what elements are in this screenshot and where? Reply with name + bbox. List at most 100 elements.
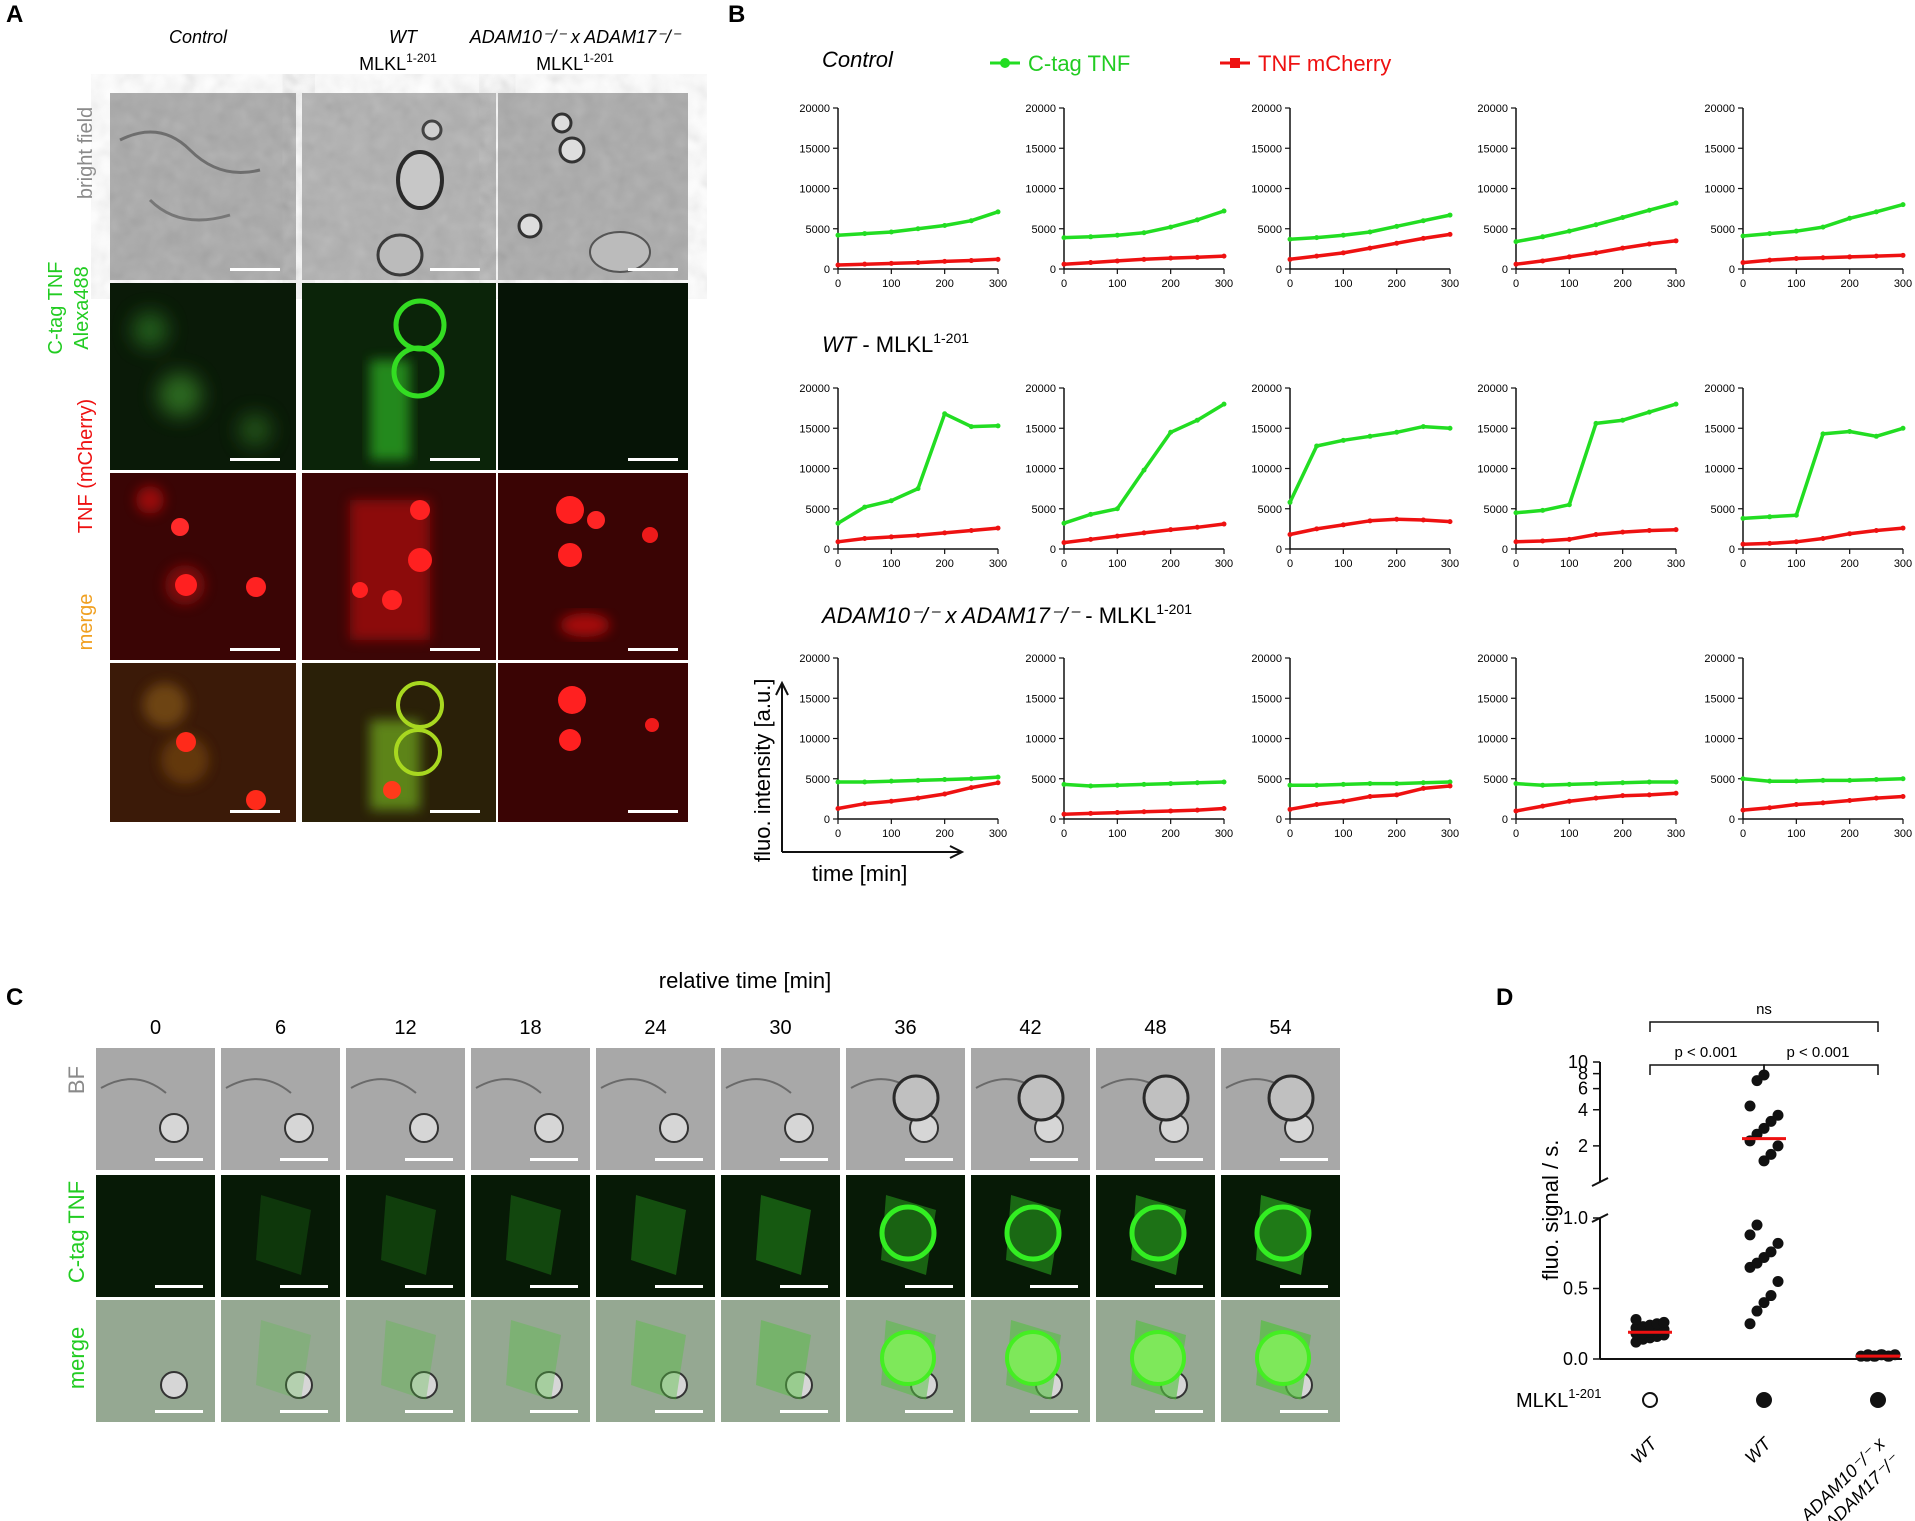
cell-signal <box>381 1195 436 1275</box>
scale-bar <box>1030 1285 1078 1288</box>
y-tick-label: 20000 <box>1251 653 1282 665</box>
data-point <box>1340 437 1346 443</box>
merge-background <box>96 1300 215 1422</box>
scale-bar <box>405 1285 453 1288</box>
data-point <box>1314 802 1320 808</box>
data-point <box>1740 233 1746 239</box>
group-title-wt-sup: 1-201 <box>933 330 969 346</box>
data-point <box>1420 517 1426 523</box>
scale-bar <box>280 1285 328 1288</box>
data-point <box>1314 253 1320 259</box>
data-point <box>1340 232 1346 238</box>
x-tick-label: 200 <box>1840 828 1858 840</box>
data-point <box>915 260 921 266</box>
bf-frame <box>221 1048 340 1170</box>
data-point <box>995 780 1001 786</box>
data-point <box>1772 1140 1784 1152</box>
cell-signal <box>506 1195 561 1275</box>
data-point <box>1793 778 1799 784</box>
x-tick-label: 100 <box>1560 558 1578 570</box>
data-point <box>1765 1246 1777 1258</box>
merge-frame <box>471 1300 590 1422</box>
c-row-label-merge: merge <box>64 1327 89 1389</box>
y-tick-label: 10000 <box>1251 184 1282 196</box>
data-point <box>1061 811 1067 817</box>
data-point <box>1194 254 1200 260</box>
line-plot-2-3: 0 5000 10000 15000 20000 0 100 200 300 <box>1251 383 1459 570</box>
data-point <box>1114 506 1120 512</box>
data-point <box>1394 240 1400 246</box>
cell-edge <box>600 1078 667 1094</box>
x-tick-label: 100 <box>1787 278 1805 290</box>
time-label-36: 36 <box>894 1017 916 1039</box>
scale-bar <box>155 1410 203 1413</box>
x-tick-label: 300 <box>1894 828 1912 840</box>
x-tick-label: 0 <box>1061 278 1067 290</box>
ctag-background <box>721 1175 840 1297</box>
y-tick-label: 20000 <box>1704 103 1735 115</box>
data-point <box>888 778 894 784</box>
group-title-wt-normal: - MLKL <box>856 332 933 357</box>
panel-b-legend: C-tag TNF TNF mCherry <box>990 51 1391 76</box>
time-label-54: 54 <box>1269 1017 1291 1039</box>
data-point <box>1114 782 1120 788</box>
ctag-frame <box>721 1175 840 1297</box>
data-point <box>862 261 868 267</box>
data-point <box>1793 539 1799 545</box>
x-tick-label: 200 <box>1161 558 1179 570</box>
scale-bar <box>155 1158 203 1161</box>
y-tick-label: 20000 <box>1477 653 1508 665</box>
data-point <box>1767 514 1773 520</box>
x-tick-label: 300 <box>1894 278 1912 290</box>
cell-shape <box>534 1113 564 1143</box>
data-point <box>1367 793 1373 799</box>
data-point <box>1744 1318 1756 1330</box>
scale-bar <box>530 1410 578 1413</box>
data-point <box>1873 209 1879 215</box>
bf-background <box>721 1048 840 1170</box>
cell-shape <box>535 1371 563 1399</box>
column-sub-adam: MLKL1-201 <box>536 51 614 74</box>
data-point <box>1420 780 1426 786</box>
data-point <box>1513 261 1519 267</box>
data-point <box>1593 795 1599 801</box>
data-point <box>1820 224 1826 230</box>
merge-frame <box>96 1300 215 1422</box>
x-tick-label: 100 <box>1334 828 1352 840</box>
row-label-merge: merge <box>75 594 97 651</box>
cell-edge <box>725 1078 792 1094</box>
cell-shape <box>659 1113 689 1143</box>
data-point <box>1793 512 1799 518</box>
image-merge-wt <box>302 663 496 822</box>
ctag-frame <box>596 1175 715 1297</box>
data-point <box>1646 241 1652 247</box>
data-point <box>1114 232 1120 238</box>
cell-signal <box>631 1320 686 1400</box>
data-point <box>968 527 974 533</box>
ctag-frame <box>471 1175 590 1297</box>
data-point <box>942 223 948 229</box>
mlkl-open-marker <box>1642 1392 1658 1408</box>
data-point <box>1767 231 1773 237</box>
scale-bar <box>430 810 480 813</box>
y-tick-label: 10000 <box>799 184 830 196</box>
y-tick-label: 0 <box>1276 544 1282 556</box>
scale-bar <box>655 1285 703 1288</box>
data-point <box>1820 800 1826 806</box>
data-point <box>1620 793 1626 799</box>
y-tick-label: 5000 <box>1484 774 1508 786</box>
data-point <box>1114 533 1120 539</box>
data-point <box>968 258 974 264</box>
line-plot-1-1: 0 5000 10000 15000 20000 0 100 200 300 <box>799 103 1007 290</box>
cell-shape <box>285 1371 313 1399</box>
bf-frame <box>96 1048 215 1170</box>
data-point <box>835 806 841 812</box>
data-point <box>1420 424 1426 430</box>
data-point <box>1593 250 1599 256</box>
data-point <box>1820 431 1826 437</box>
y-tick-label: 5000 <box>1258 224 1282 236</box>
time-label-18: 18 <box>519 1017 541 1039</box>
data-point <box>1314 235 1320 241</box>
data-point <box>1513 239 1519 245</box>
y-tick-label: 15000 <box>1025 423 1056 435</box>
